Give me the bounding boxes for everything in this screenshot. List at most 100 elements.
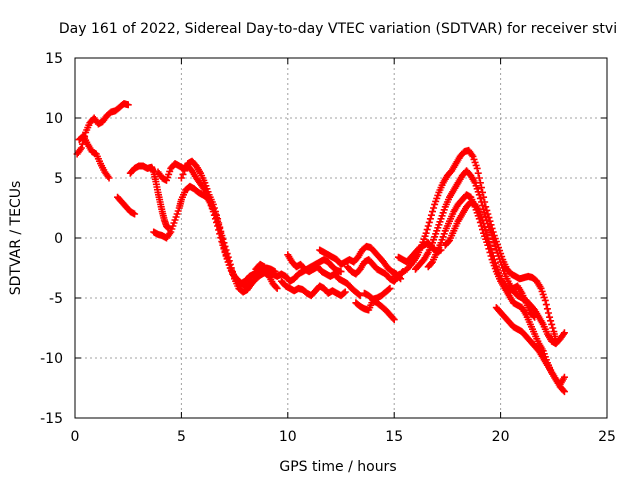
data-point bbox=[479, 202, 487, 210]
data-point bbox=[468, 151, 476, 159]
data-point bbox=[209, 200, 217, 208]
data-point bbox=[217, 227, 225, 235]
data-point bbox=[475, 174, 483, 182]
data-point bbox=[224, 253, 232, 261]
data-point bbox=[182, 163, 190, 171]
data-point bbox=[542, 301, 550, 309]
data-point bbox=[210, 204, 218, 212]
data-point bbox=[219, 235, 227, 243]
data-point bbox=[78, 140, 86, 148]
y-tick-label: 5 bbox=[54, 171, 63, 187]
series-track-19 bbox=[441, 198, 539, 321]
series-track-14 bbox=[360, 284, 394, 303]
data-point bbox=[389, 314, 397, 322]
y-tick-label: -15 bbox=[40, 411, 63, 427]
data-point bbox=[531, 313, 539, 321]
data-point bbox=[481, 223, 489, 231]
data-point bbox=[477, 184, 485, 192]
data-point bbox=[430, 204, 438, 212]
data-point bbox=[486, 241, 494, 249]
data-point bbox=[473, 164, 481, 172]
data-point bbox=[426, 215, 434, 223]
data-point bbox=[216, 223, 224, 231]
data-point bbox=[477, 198, 485, 206]
data-point bbox=[483, 230, 491, 238]
data-point bbox=[559, 386, 567, 394]
data-point bbox=[560, 373, 568, 381]
series-track-2 bbox=[73, 100, 132, 158]
data-point bbox=[559, 330, 567, 338]
data-point bbox=[181, 167, 189, 175]
data-point bbox=[490, 256, 498, 264]
data-point bbox=[273, 284, 281, 292]
y-tick-label: -10 bbox=[40, 351, 63, 367]
data-point bbox=[548, 320, 556, 328]
data-point bbox=[487, 245, 495, 253]
series-track-7 bbox=[177, 157, 281, 296]
x-tick-label: 20 bbox=[492, 429, 510, 445]
data-point bbox=[390, 316, 398, 324]
tick-labels: 0 5 10 15 20 25 -15 -10 -5 0 5 10 15 bbox=[40, 51, 616, 445]
data-point bbox=[489, 235, 497, 243]
y-tick-label: 0 bbox=[54, 231, 63, 247]
data-point bbox=[166, 230, 174, 237]
data-point bbox=[177, 174, 185, 182]
data-point bbox=[490, 239, 498, 247]
data-point bbox=[341, 288, 349, 296]
data-point bbox=[485, 238, 493, 246]
data-point bbox=[480, 193, 488, 201]
data-point bbox=[560, 388, 568, 396]
y-tick-label: 15 bbox=[45, 51, 63, 67]
data-point bbox=[220, 239, 228, 247]
data-point bbox=[489, 252, 497, 260]
y-tick-label: -5 bbox=[49, 291, 63, 307]
data-point bbox=[356, 292, 364, 300]
y-axis-label: SDTVAR / TECUs bbox=[8, 181, 24, 296]
data-point bbox=[425, 218, 433, 226]
data-point bbox=[422, 229, 430, 237]
data-point bbox=[124, 101, 132, 109]
data-point bbox=[475, 191, 483, 199]
data-point bbox=[81, 132, 89, 140]
data-point bbox=[223, 250, 231, 258]
series-track-11 bbox=[316, 242, 405, 283]
data-point bbox=[228, 268, 236, 276]
series-track-20 bbox=[492, 304, 568, 388]
data-point bbox=[272, 283, 280, 291]
data-point bbox=[222, 246, 230, 254]
data-point bbox=[225, 257, 233, 265]
data-point bbox=[427, 211, 435, 219]
data-point bbox=[488, 232, 496, 240]
data-point bbox=[385, 285, 393, 293]
series-track-8 bbox=[252, 256, 345, 285]
data-point bbox=[491, 242, 499, 250]
data-point bbox=[131, 210, 139, 218]
x-tick-label: 0 bbox=[71, 429, 80, 445]
x-tick-label: 25 bbox=[598, 429, 616, 445]
chart-title: Day 161 of 2022, Sidereal Day-to-day VTE… bbox=[59, 21, 617, 37]
y-tick-label: 10 bbox=[45, 111, 63, 127]
data-point bbox=[547, 317, 555, 325]
series-track-9 bbox=[277, 277, 349, 300]
data-point bbox=[544, 309, 552, 317]
data-point bbox=[488, 248, 496, 256]
data-point bbox=[476, 194, 484, 202]
data-point bbox=[444, 238, 452, 246]
x-axis-label: GPS time / hours bbox=[279, 459, 396, 475]
data-point bbox=[104, 173, 112, 180]
series-track-10 bbox=[284, 251, 364, 300]
series-track-3 bbox=[114, 193, 139, 218]
grid-layer bbox=[75, 58, 607, 418]
data-point bbox=[480, 220, 488, 228]
data-point bbox=[474, 169, 482, 177]
data-point bbox=[386, 284, 394, 292]
data-point bbox=[429, 208, 437, 216]
series-track-4 bbox=[126, 162, 173, 232]
data-point bbox=[340, 289, 348, 297]
data-point bbox=[530, 312, 538, 320]
x-tick-label: 15 bbox=[385, 429, 403, 445]
data-point bbox=[215, 219, 223, 227]
data-point bbox=[482, 212, 490, 220]
marks-layer bbox=[73, 100, 568, 396]
